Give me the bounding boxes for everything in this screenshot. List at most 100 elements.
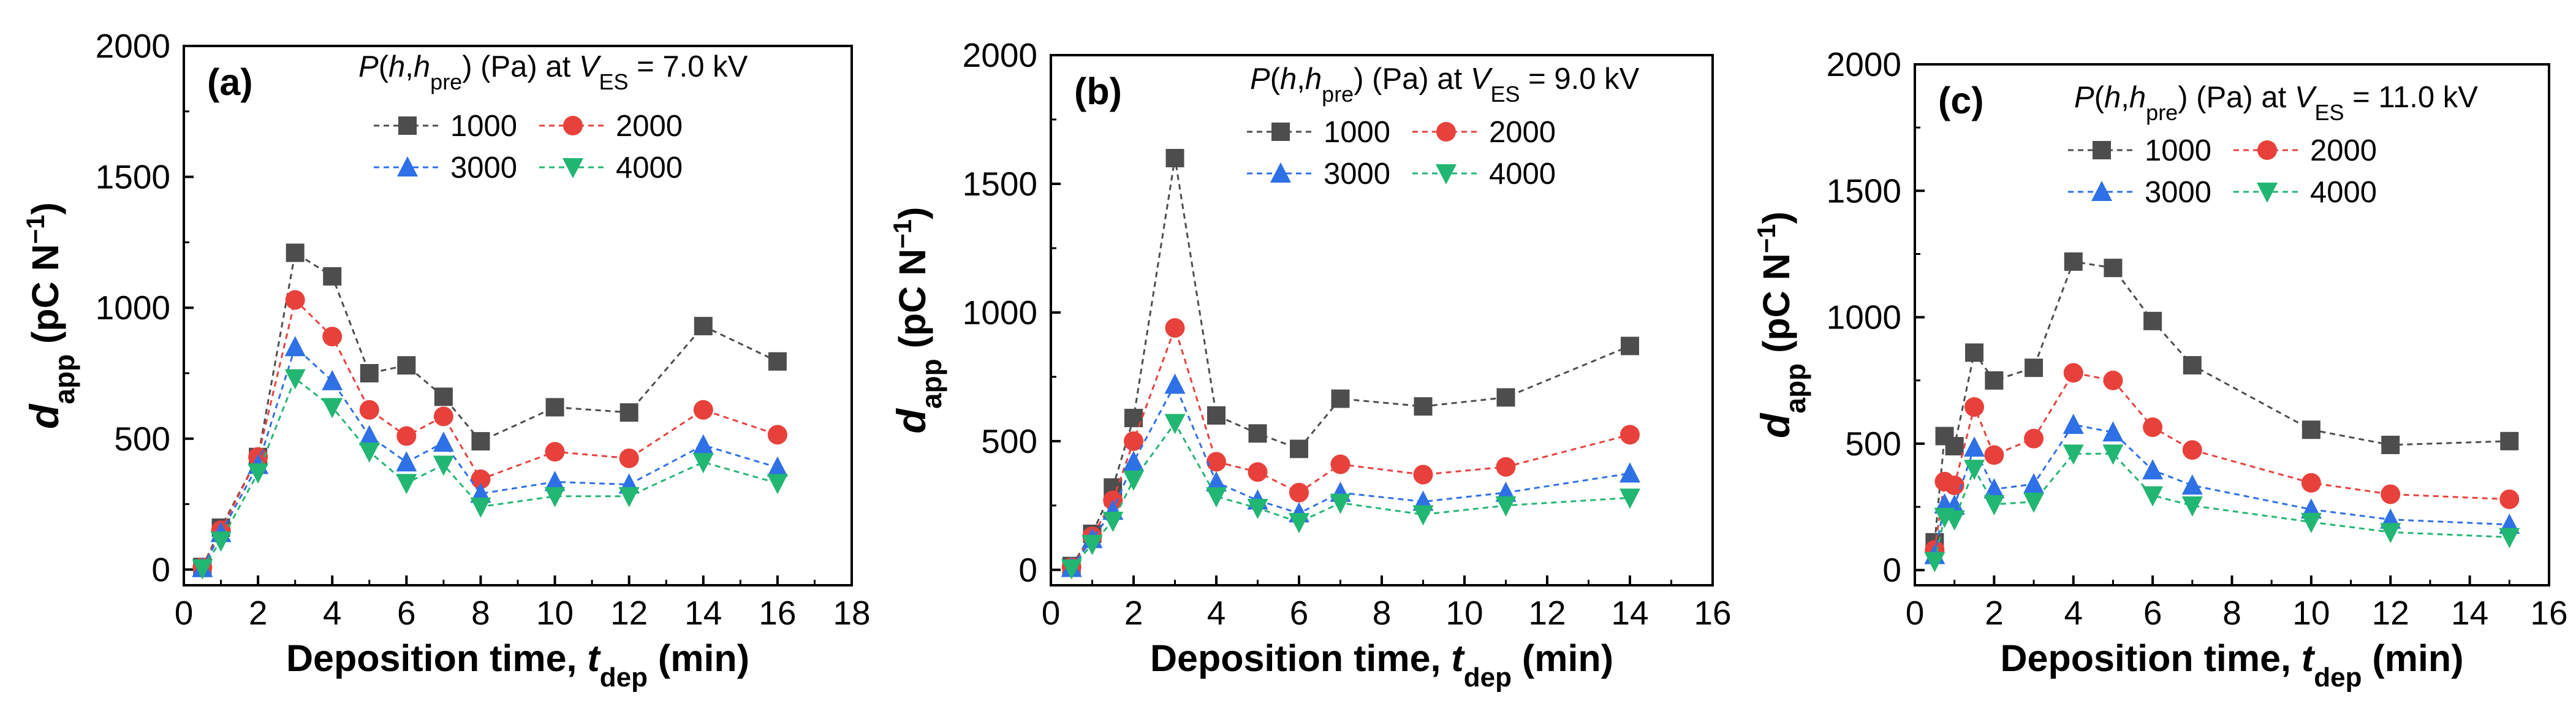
y-tick-label: 500 [981, 422, 1037, 460]
legend-title-comma: , [405, 50, 414, 83]
data-point-4000 [2063, 444, 2084, 465]
legend-title-unit: (Pa) at [472, 50, 579, 83]
x-axis-title-sub: dep [2314, 662, 2362, 693]
data-point-1000 [1621, 336, 1639, 355]
legend-title-paren: ( [2094, 81, 2105, 114]
data-point-1000 [2301, 420, 2320, 439]
legend-marker [1436, 122, 1456, 142]
x-axis-title: Deposition time, tdep (min) [2000, 637, 2463, 693]
data-point-2000 [2499, 489, 2520, 509]
data-point-1000 [545, 398, 564, 417]
legend-entry-4000: 4000 [539, 151, 683, 184]
x-tick-label: 14 [684, 594, 722, 632]
data-point-4000 [433, 455, 454, 476]
legend-title-h: h [1280, 63, 1297, 96]
chart-panel-3: 0 2 4 6 8 10 12 14 16 0 500 1000 1500 2000 Deposition … [1752, 45, 2568, 693]
data-point-3000 [692, 434, 714, 455]
data-point-1000 [360, 363, 379, 382]
data-point-3000 [1964, 436, 1985, 457]
x-tick-label: 4 [323, 594, 342, 632]
x-tick-label: 12 [2372, 594, 2409, 632]
series-1000 [1925, 252, 2519, 552]
x-tick-label: 18 [833, 594, 870, 632]
x-tick-label: 0 [1906, 594, 1925, 632]
data-point-3000 [2181, 474, 2203, 495]
y-axis-title-sub: app [48, 354, 80, 404]
legend-marker [1270, 162, 1291, 183]
series-line-3000 [1070, 382, 1631, 569]
x-tick-label: 10 [2292, 594, 2330, 632]
x-axis-title-unit: (min) [648, 637, 749, 679]
legend-label: 2000 [616, 110, 683, 143]
x-tick-label: 6 [397, 594, 416, 632]
data-point-1000 [2025, 359, 2044, 378]
data-point-1000 [1414, 397, 1433, 416]
data-point-2000 [1124, 431, 1143, 451]
data-point-4000 [210, 531, 232, 552]
series-line-2000 [1933, 371, 2510, 550]
data-point-3000 [2142, 459, 2164, 480]
data-point-3000 [2102, 421, 2124, 442]
data-point-4000 [692, 453, 714, 474]
x-axis-title-main: Deposition time, [286, 637, 587, 679]
data-point-4000 [322, 398, 343, 419]
legend-title-hpre-sub: pre [1322, 82, 1354, 107]
y-axis-title-exp: −1 [888, 219, 917, 249]
x-tick-label: 14 [2451, 594, 2488, 632]
legend-title-paren: ( [1270, 63, 1281, 96]
panel-label: (c) [1938, 80, 1984, 121]
data-point-1000 [1207, 406, 1225, 425]
series-line-4000 [1933, 452, 2510, 562]
data-point-4000 [1247, 499, 1268, 520]
y-tick-label: 0 [1882, 551, 1901, 589]
legend-title-value: = 7.0 kV [629, 50, 748, 83]
legend-label: 1000 [1324, 116, 1390, 149]
legend-label: 2000 [1489, 116, 1556, 149]
data-point-1000 [397, 356, 416, 375]
data-point-1000 [1945, 437, 1964, 456]
legend-title-hpre: h [414, 50, 430, 83]
data-point-4000 [1289, 513, 1309, 534]
legend-title-paren: ( [379, 50, 389, 83]
legend-title-hpre: h [2129, 81, 2146, 114]
x-tick-label: 8 [2222, 594, 2241, 632]
y-tick-label: 0 [151, 550, 170, 588]
data-point-1000 [286, 243, 305, 262]
data-point-1000 [434, 387, 453, 406]
y-tick-label: 1500 [1827, 172, 1901, 210]
x-axis-title-unit: (min) [2362, 637, 2463, 679]
data-point-4000 [544, 487, 566, 507]
y-tick-label: 500 [114, 420, 170, 458]
data-point-4000 [2499, 528, 2520, 548]
data-point-2000 [619, 448, 639, 468]
data-point-2000 [545, 442, 565, 462]
x-axis-title: Deposition time, tdep (min) [286, 637, 749, 693]
data-point-2000 [1413, 465, 1433, 485]
data-point-2000 [433, 406, 453, 427]
legend-title-comma: , [1297, 63, 1305, 96]
x-tick-label: 6 [1290, 594, 1309, 632]
data-point-1000 [2143, 311, 2162, 330]
data-point-1000 [2064, 252, 2083, 271]
data-point-4000 [2023, 492, 2045, 513]
series-4000 [192, 369, 788, 580]
legend-title-comma: , [2121, 81, 2129, 114]
legend-entry-3000: 3000 [2068, 176, 2211, 209]
data-point-3000 [544, 471, 566, 492]
legend-label: 4000 [616, 151, 683, 184]
legend-entry-3000: 3000 [374, 151, 517, 184]
legend-label: 3000 [450, 151, 517, 184]
series-line-3000 [1933, 423, 2510, 555]
legend-marker [2257, 140, 2277, 160]
x-tick-label: 14 [1611, 594, 1648, 632]
legend-entry-2000: 2000 [539, 110, 683, 143]
x-tick-label: 12 [1528, 594, 1566, 632]
x-tick-label: 4 [1207, 594, 1226, 632]
data-point-1000 [2381, 435, 2400, 454]
legend-marker [398, 116, 417, 135]
legend-title-es: ES [599, 69, 629, 94]
chart-panel-2: 0 2 4 6 8 10 12 14 16 0 500 1000 1500 2000 Deposition … [888, 36, 1732, 693]
data-point-4000 [1330, 493, 1351, 514]
